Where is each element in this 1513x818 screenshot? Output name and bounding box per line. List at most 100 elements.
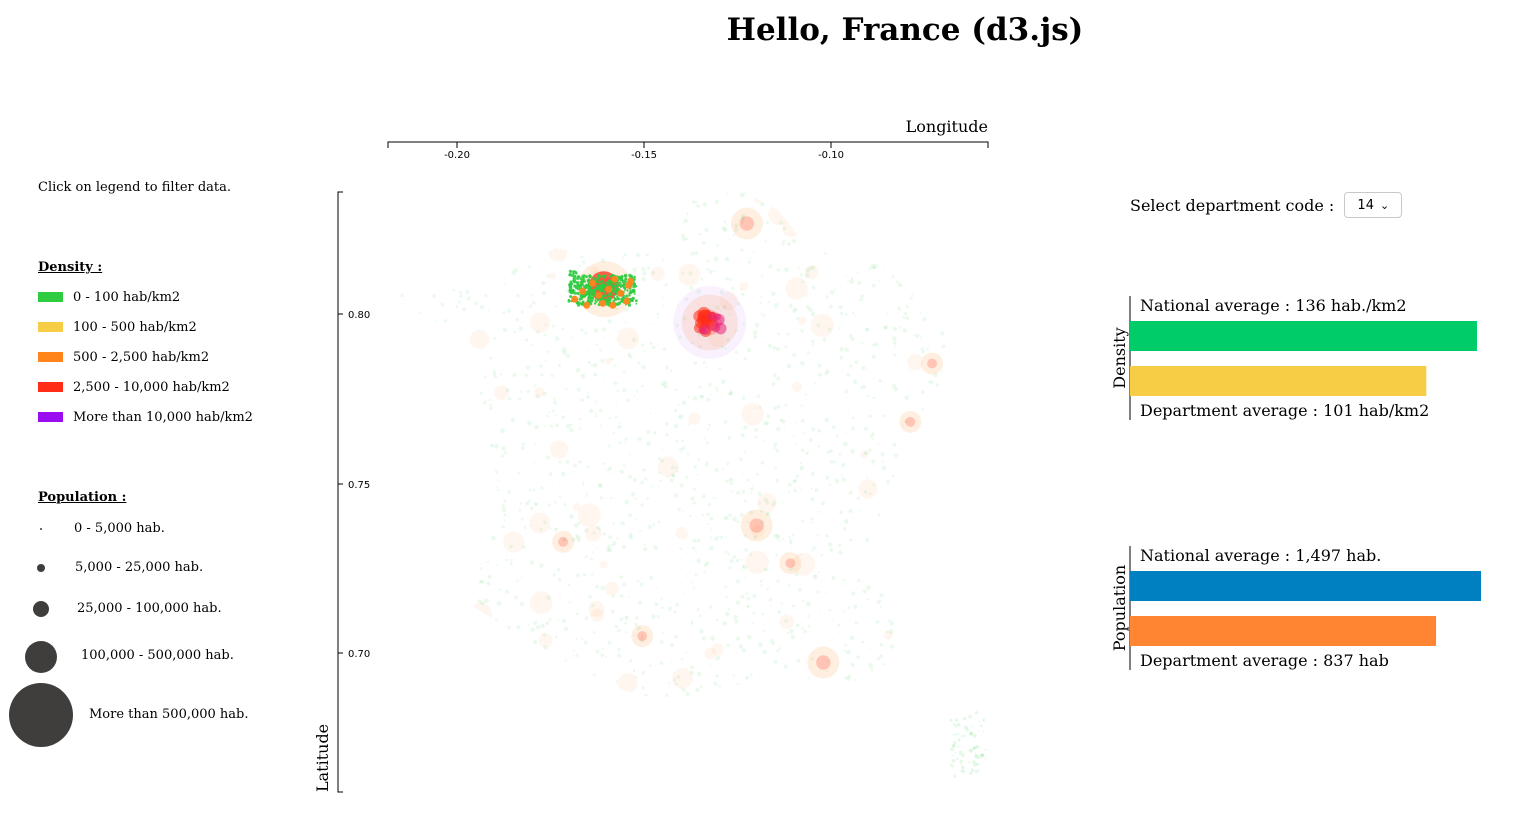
map-point: [523, 526, 527, 530]
map-point: [734, 619, 739, 624]
map-point: [685, 475, 689, 479]
map-point: [443, 319, 448, 323]
map-point: [622, 544, 627, 549]
map-point: [681, 233, 685, 238]
map-point: [479, 600, 485, 606]
department-point: [609, 296, 612, 300]
density-legend-item-500-2500[interactable]: 500 - 2,500 hab/km2: [38, 349, 209, 365]
map-point: [684, 297, 689, 302]
map-point: [978, 720, 981, 723]
map-point: [797, 587, 802, 592]
department-code-value: 14: [1357, 197, 1374, 213]
department-code-select[interactable]: 14 ⌄: [1344, 192, 1403, 218]
map-point: [546, 455, 551, 460]
map-point: [607, 640, 612, 645]
map-point: [693, 361, 697, 366]
map-point: [690, 251, 695, 256]
map-point: [805, 268, 811, 273]
map-point: [535, 625, 541, 630]
map-point: [459, 291, 463, 294]
map-point: [629, 659, 633, 663]
map-point: [674, 635, 679, 639]
map-point: [676, 675, 681, 680]
map-point: [799, 461, 802, 465]
map-point: [688, 412, 701, 425]
map-point: [636, 503, 639, 505]
map-point: [515, 579, 519, 583]
map-point: [720, 344, 724, 348]
map-point: [501, 524, 505, 529]
map-point: [951, 744, 956, 749]
map-point: [801, 519, 804, 523]
map-point: [787, 482, 792, 487]
density-swatch-purple: [38, 412, 63, 422]
map-point: [531, 294, 534, 297]
map-point: [685, 237, 688, 241]
map-point: [611, 543, 614, 547]
map-point: [841, 583, 844, 586]
map-point: [719, 309, 722, 312]
map-point: [827, 327, 832, 332]
map-point: [584, 331, 588, 335]
map-point: [742, 322, 745, 326]
department-point: [580, 297, 583, 300]
map-point: [731, 490, 734, 493]
map-point: [843, 609, 846, 612]
hotspot-core: [816, 655, 831, 670]
map-point: [490, 443, 495, 448]
map-point: [847, 674, 852, 679]
map-point: [817, 428, 822, 433]
map-point: [859, 509, 862, 511]
map-point: [698, 385, 702, 389]
map-point: [607, 547, 613, 553]
map-point: [752, 330, 758, 335]
map-point: [782, 227, 787, 231]
density-legend-item-2500-10000[interactable]: 2,500 - 10,000 hab/km2: [38, 379, 230, 395]
map-point: [735, 600, 741, 606]
map-point: [569, 514, 574, 519]
map-point: [530, 560, 535, 565]
map-point: [825, 669, 828, 673]
map-point: [741, 215, 745, 219]
map-point: [520, 517, 524, 521]
map-point: [634, 497, 638, 500]
map-point: [520, 577, 523, 579]
map-point: [521, 545, 526, 550]
map-point: [980, 754, 985, 758]
department-point: [570, 282, 574, 286]
hotspot-halo: [552, 530, 575, 553]
map-point: [618, 673, 638, 693]
map-point: [440, 302, 445, 307]
density-legend-item-100-500[interactable]: 100 - 500 hab/km2: [38, 319, 197, 335]
density-legend-item-0-100[interactable]: 0 - 100 hab/km2: [38, 289, 180, 305]
map-point: [617, 330, 619, 333]
department-point: [618, 301, 622, 304]
map-point: [843, 441, 848, 447]
map-point: [781, 242, 785, 246]
map-point: [977, 769, 980, 772]
map-point: [698, 232, 701, 236]
map-point: [804, 265, 819, 280]
map-point: [810, 487, 813, 490]
map-point: [524, 373, 528, 377]
map-point: [718, 684, 721, 688]
map-point: [776, 404, 781, 409]
map-point: [567, 583, 571, 587]
map-point: [642, 271, 647, 276]
map-point: [755, 435, 758, 439]
map-point: [848, 508, 853, 514]
department-point: [600, 279, 604, 283]
map-point: [544, 424, 547, 427]
map-point: [811, 550, 814, 552]
map-point: [587, 266, 589, 269]
map-point: [530, 524, 532, 527]
density-legend-item-over-10000[interactable]: More than 10,000 hab/km2: [38, 409, 253, 425]
map-point: [773, 406, 777, 411]
map-point: [686, 452, 690, 456]
map-point: [592, 551, 595, 554]
map-point: [879, 654, 884, 659]
map-point: [812, 546, 816, 550]
department-point: [605, 281, 608, 284]
map-point: [673, 610, 677, 614]
map-point: [628, 535, 633, 540]
